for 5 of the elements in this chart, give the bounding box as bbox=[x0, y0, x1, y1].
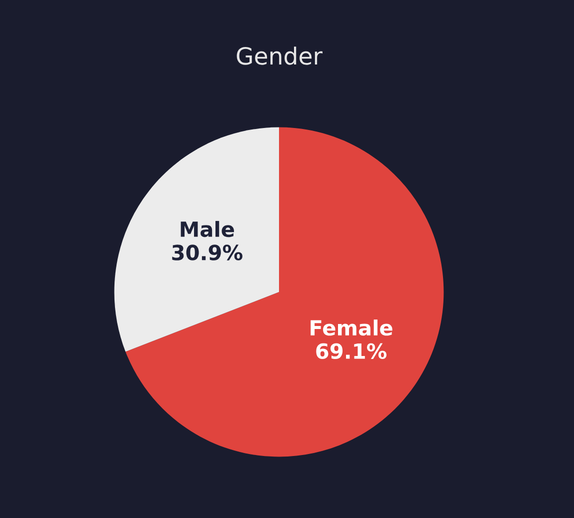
slice-label: Male bbox=[180, 220, 234, 238]
slice-label: Female bbox=[310, 320, 392, 336]
data-label: 30.9% bbox=[172, 244, 242, 260]
data-label: 69.1% bbox=[316, 343, 387, 359]
chart-title: Gender bbox=[236, 46, 322, 65]
